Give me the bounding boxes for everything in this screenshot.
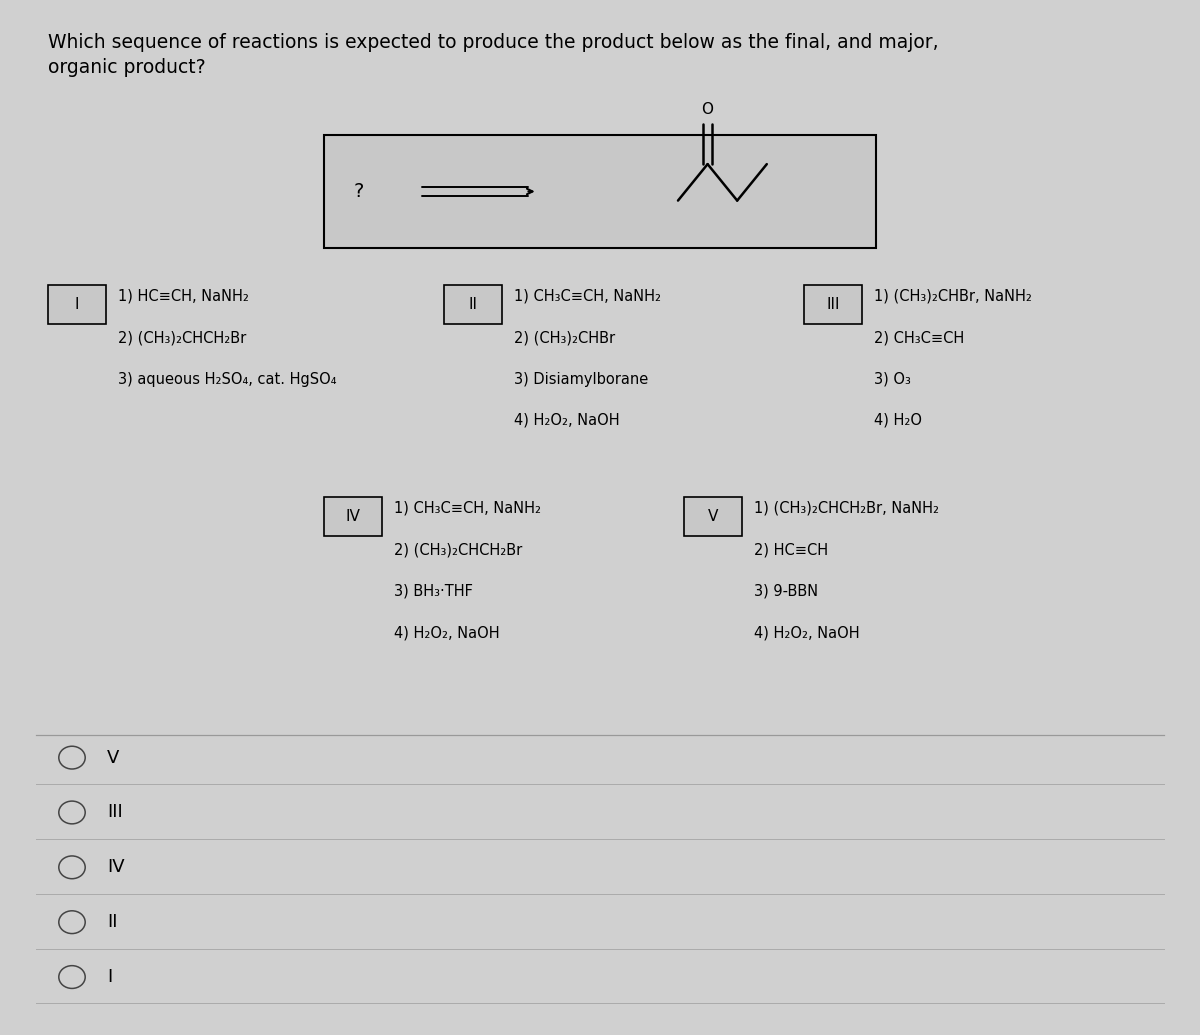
Text: V: V — [708, 509, 718, 524]
Text: 4) H₂O₂, NaOH: 4) H₂O₂, NaOH — [394, 625, 499, 640]
Text: I: I — [74, 297, 79, 312]
Circle shape — [59, 911, 85, 934]
Text: II: II — [468, 297, 478, 312]
Circle shape — [59, 746, 85, 769]
Text: 3) 9-BBN: 3) 9-BBN — [754, 584, 817, 598]
Text: 2) (CH₃)₂CHCH₂Br: 2) (CH₃)₂CHCH₂Br — [394, 542, 522, 557]
Text: IV: IV — [346, 509, 360, 524]
Text: 2) CH₃C≡CH: 2) CH₃C≡CH — [874, 330, 964, 345]
Text: 3) Disiamylborane: 3) Disiamylborane — [514, 372, 648, 386]
Text: III: III — [107, 803, 122, 822]
Circle shape — [59, 801, 85, 824]
Bar — [804, 285, 862, 324]
Circle shape — [59, 966, 85, 988]
Text: organic product?: organic product? — [48, 58, 205, 77]
Text: 1) HC≡CH, NaNH₂: 1) HC≡CH, NaNH₂ — [118, 289, 248, 303]
Text: 1) (CH₃)₂CHCH₂Br, NaNH₂: 1) (CH₃)₂CHCH₂Br, NaNH₂ — [754, 501, 938, 515]
Bar — [324, 497, 382, 536]
Text: 4) H₂O₂, NaOH: 4) H₂O₂, NaOH — [514, 413, 619, 427]
Text: ?: ? — [354, 182, 365, 201]
Text: 2) HC≡CH: 2) HC≡CH — [754, 542, 828, 557]
Text: 3) aqueous H₂SO₄, cat. HgSO₄: 3) aqueous H₂SO₄, cat. HgSO₄ — [118, 372, 336, 386]
Text: II: II — [107, 913, 118, 932]
Circle shape — [59, 856, 85, 879]
Bar — [324, 135, 876, 248]
Text: 4) H₂O₂, NaOH: 4) H₂O₂, NaOH — [754, 625, 859, 640]
Text: 2) (CH₃)₂CHBr: 2) (CH₃)₂CHBr — [514, 330, 614, 345]
Bar — [48, 285, 106, 324]
Text: 2) (CH₃)₂CHCH₂Br: 2) (CH₃)₂CHCH₂Br — [118, 330, 246, 345]
Bar — [684, 497, 742, 536]
Text: 3) O₃: 3) O₃ — [874, 372, 911, 386]
Text: 1) CH₃C≡CH, NaNH₂: 1) CH₃C≡CH, NaNH₂ — [514, 289, 661, 303]
Text: I: I — [107, 968, 112, 986]
Bar — [444, 285, 502, 324]
Text: IV: IV — [107, 858, 125, 877]
Text: 4) H₂O: 4) H₂O — [874, 413, 922, 427]
Text: Which sequence of reactions is expected to produce the product below as the fina: Which sequence of reactions is expected … — [48, 33, 938, 52]
Text: 1) CH₃C≡CH, NaNH₂: 1) CH₃C≡CH, NaNH₂ — [394, 501, 541, 515]
Text: O: O — [702, 101, 714, 117]
Text: III: III — [826, 297, 840, 312]
Text: 3) BH₃·THF: 3) BH₃·THF — [394, 584, 473, 598]
Text: 1) (CH₃)₂CHBr, NaNH₂: 1) (CH₃)₂CHBr, NaNH₂ — [874, 289, 1032, 303]
Text: V: V — [107, 748, 119, 767]
